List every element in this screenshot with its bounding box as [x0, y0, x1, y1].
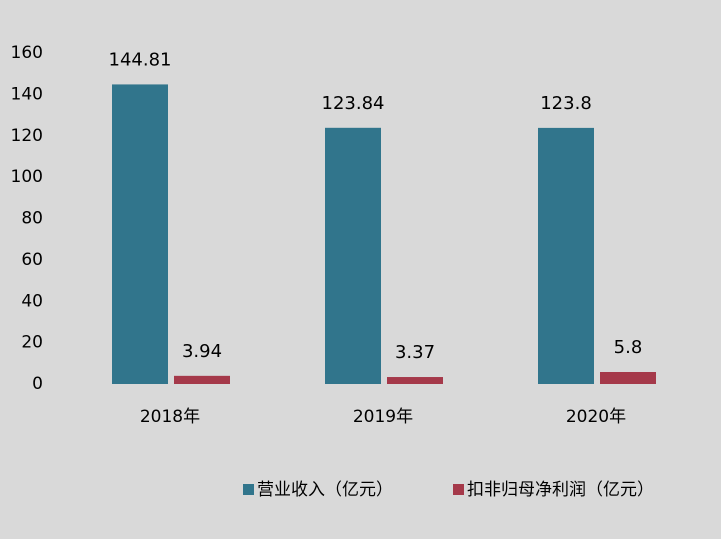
y-tick-label: 140: [11, 84, 43, 104]
bar: [325, 127, 381, 384]
value-label: 123.84: [322, 93, 385, 114]
y-tick-label: 20: [21, 333, 43, 353]
x-tick-label: 2019年: [353, 407, 413, 427]
value-label: 3.37: [395, 342, 435, 363]
legend-swatch: [243, 484, 254, 495]
value-label: 3.94: [182, 341, 222, 362]
y-tick-label: 160: [11, 43, 43, 63]
y-tick-label: 120: [11, 126, 43, 146]
x-tick-label: 2020年: [566, 407, 626, 427]
y-tick-label: 80: [21, 209, 43, 229]
bar: [538, 127, 594, 385]
y-tick-label: 100: [11, 167, 43, 187]
bar: [112, 84, 168, 384]
legend-label: 扣非归母净利润（亿元）: [467, 480, 654, 500]
bar: [174, 375, 230, 384]
legend-swatch: [453, 484, 464, 495]
x-tick-label: 2018年: [140, 407, 200, 427]
y-tick-label: 40: [21, 291, 43, 311]
value-label: 144.81: [109, 49, 172, 70]
bar: [387, 377, 443, 384]
value-label: 5.8: [614, 337, 643, 358]
y-tick-label: 0: [32, 374, 43, 394]
legend-label: 营业收入（亿元）: [257, 480, 393, 500]
value-label: 123.8: [540, 93, 592, 114]
y-tick-label: 60: [21, 250, 43, 270]
bar: [600, 372, 656, 384]
